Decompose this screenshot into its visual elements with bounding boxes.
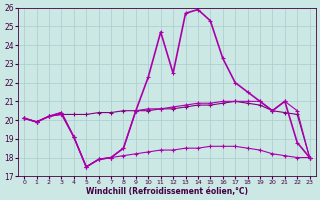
X-axis label: Windchill (Refroidissement éolien,°C): Windchill (Refroidissement éolien,°C) (86, 187, 248, 196)
